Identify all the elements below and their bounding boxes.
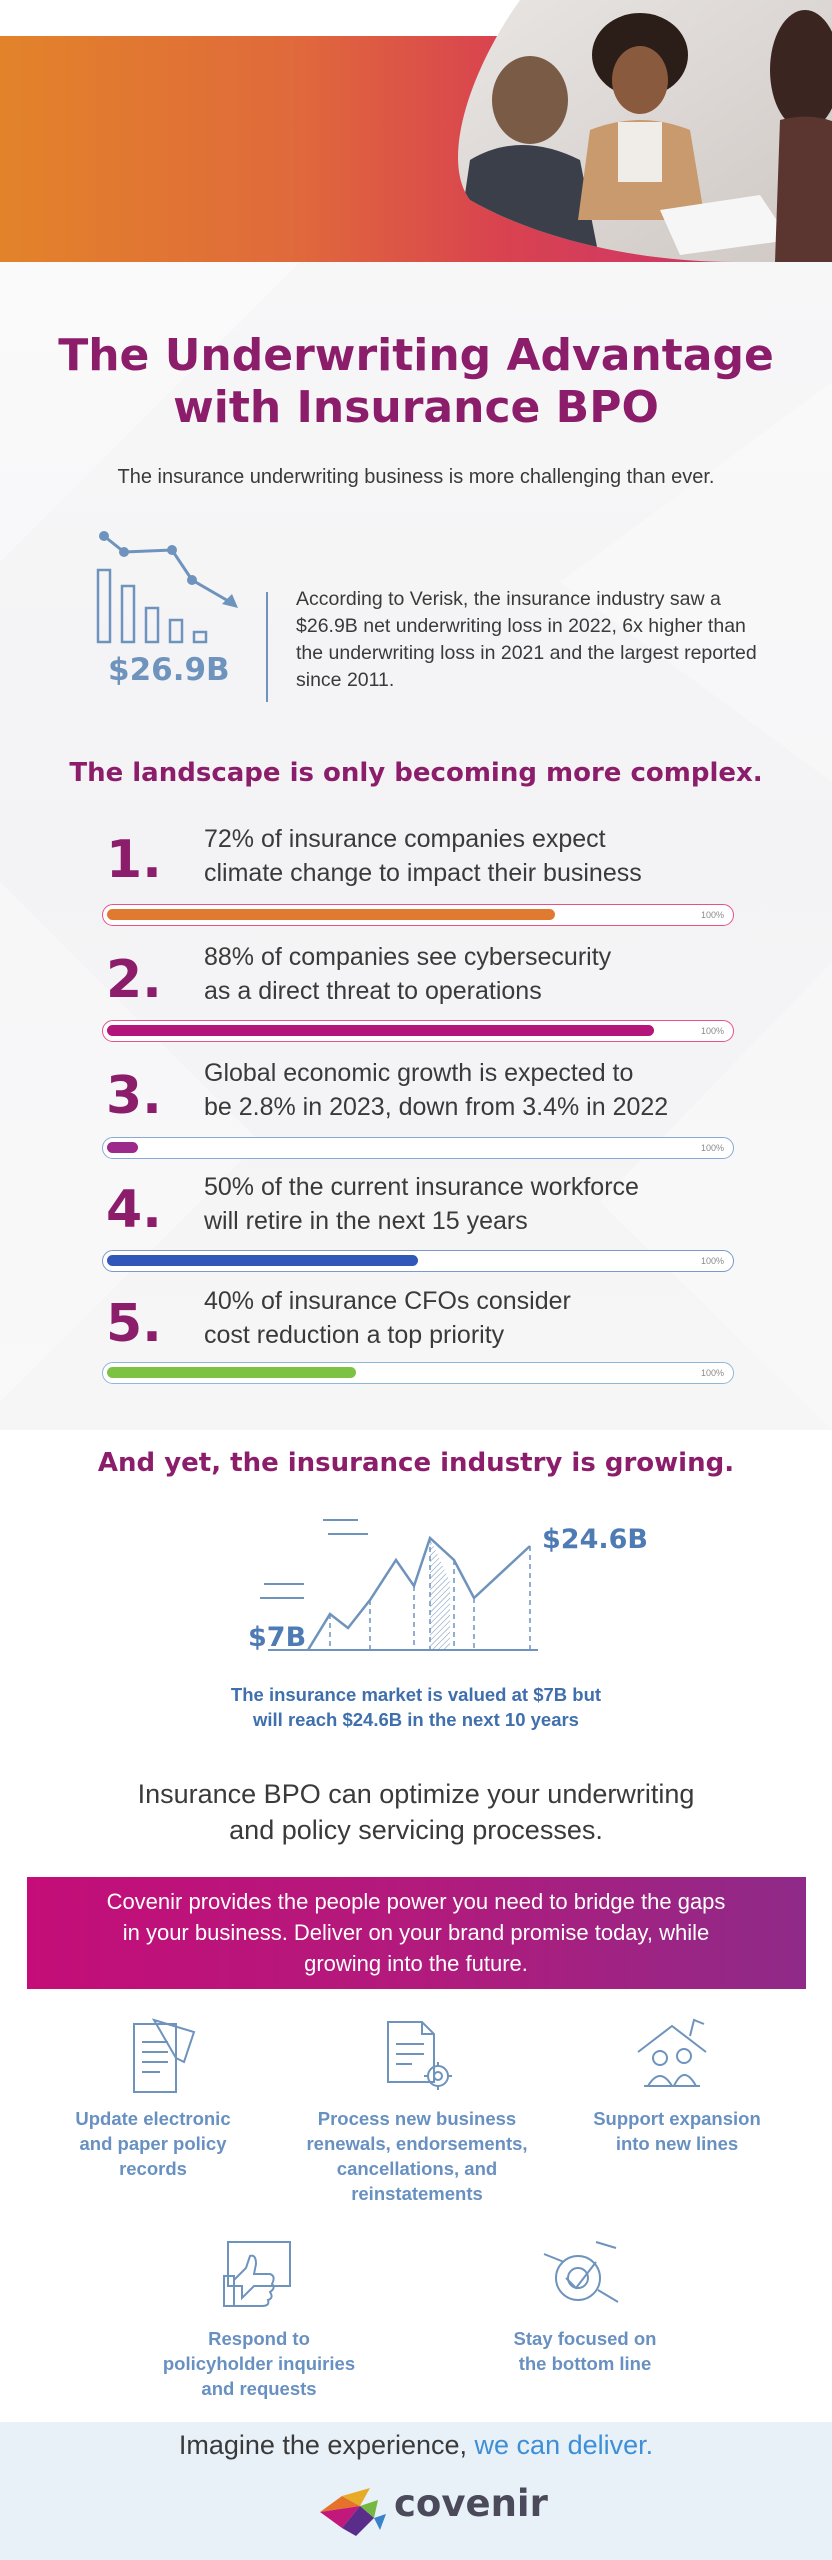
progress-bar-5: 100% [102, 1362, 734, 1384]
progress-bar-3: 100% [102, 1137, 734, 1159]
stat-line: be 2.8% in 2023, down from 3.4% in 2022 [204, 1093, 669, 1121]
stat-line: as a direct threat to operations [204, 977, 542, 1005]
tagline-start: Imagine the experience, [178, 2430, 475, 2460]
service-label-2: Process new business renewals, endorseme… [292, 2106, 542, 2206]
growth-caption: The insurance market is valued at $7B bu… [0, 1682, 832, 1732]
progress-bar-fill [107, 1142, 138, 1153]
covenir-banner [27, 1877, 806, 1989]
banner-line: Covenir provides the people power you ne… [106, 1889, 726, 1914]
thumbs-up-chat-icon [223, 2241, 291, 2307]
service-line: renewals, endorsements, [306, 2133, 528, 2154]
service-line: Respond to [208, 2328, 310, 2349]
progress-max-label: 100% [700, 1143, 724, 1153]
service-line: and paper policy [79, 2133, 227, 2154]
service-line: records [119, 2158, 187, 2179]
stat-number: 3. [106, 1066, 162, 1126]
loss-description: According to Verisk, the insurance indus… [296, 588, 757, 691]
house-people-icon [637, 2018, 707, 2087]
stat-line: 40% of insurance CFOs consider [204, 1287, 571, 1315]
tagline-accent: we can deliver. [474, 2430, 654, 2460]
stat-2: 2. [106, 950, 162, 1010]
stat-2-text: 88% of companies see cybersecurity as a … [204, 940, 764, 1008]
document-gear-icon [387, 2021, 452, 2090]
stat-line: 72% of insurance companies expect [204, 825, 606, 853]
stat-1-text: 72% of insurance companies expect climat… [204, 822, 764, 890]
service-line: Process new business [317, 2108, 517, 2129]
service-label-1: Update electronic and paper policy recor… [40, 2106, 266, 2181]
logo-text: covenir [394, 2482, 548, 2525]
challenges-section [0, 262, 832, 1430]
service-line: reinstatements [351, 2183, 483, 2204]
bpo-statement: Insurance BPO can optimize your underwri… [0, 1776, 832, 1848]
caption-line: The insurance market is valued at $7B bu… [230, 1684, 602, 1705]
progress-bar-fill [107, 1367, 356, 1378]
stat-number: 4. [106, 1180, 162, 1240]
service-label-5: Stay focused on the bottom line [470, 2326, 700, 2376]
caption-line: will reach $24.6B in the next 10 years [253, 1709, 579, 1730]
stat-number: 5. [106, 1294, 162, 1354]
stat-line: 50% of the current insurance workforce [204, 1173, 639, 1201]
stat-4-text: 50% of the current insurance workforce w… [204, 1170, 764, 1238]
stat-line: climate change to impact their business [204, 859, 642, 887]
progress-max-label: 100% [700, 1256, 724, 1266]
target-check-icon [543, 2241, 619, 2303]
service-line: policyholder inquiries [162, 2353, 356, 2374]
progress-bar-fill [107, 1025, 654, 1036]
declining-chart-icon [96, 531, 238, 644]
tagline: Imagine the experience, we can deliver. [0, 2430, 832, 2461]
growing-heading: And yet, the insurance industry is growi… [97, 1448, 735, 1478]
page-subtitle: The insurance underwriting business is m… [117, 466, 715, 488]
banner-line: growing into the future. [304, 1951, 528, 1976]
stat-number: 1. [106, 830, 162, 890]
divider [266, 592, 268, 702]
stat-line: Global economic growth is expected to [204, 1059, 634, 1087]
title-line-2: with Insurance BPO [173, 382, 659, 433]
stat-line: 88% of companies see cybersecurity [204, 943, 612, 971]
stat-5-text: 40% of insurance CFOs consider cost redu… [204, 1284, 764, 1352]
stat-3-text: Global economic growth is expected to be… [204, 1056, 764, 1124]
stat-1: 1. [106, 830, 162, 890]
service-line: Update electronic [75, 2108, 231, 2129]
stat-4: 4. [106, 1180, 162, 1240]
hero-photo [458, 0, 832, 262]
footer [0, 2422, 832, 2560]
bpo-line: Insurance BPO can optimize your underwri… [137, 1779, 695, 1809]
progress-max-label: 100% [700, 1368, 724, 1378]
service-line: into new lines [615, 2133, 739, 2154]
bpo-line: and policy servicing processes. [229, 1815, 603, 1845]
growth-end-label: $24.6B [542, 1524, 648, 1555]
stat-line: will retire in the next 15 years [204, 1207, 528, 1235]
page-title: The Underwriting Advantage with Insuranc… [0, 330, 832, 434]
hero-banner [0, 0, 832, 262]
document-icon [133, 2018, 196, 2093]
progress-bar-fill [107, 909, 555, 920]
service-label-3: Support expansion into new lines [562, 2106, 792, 2156]
progress-max-label: 100% [700, 910, 724, 920]
progress-max-label: 100% [700, 1026, 724, 1036]
stat-3: 3. [106, 1066, 162, 1126]
loss-value: $26.9B [108, 652, 230, 688]
service-line: cancellations, and [336, 2158, 498, 2179]
stat-line: cost reduction a top priority [204, 1321, 505, 1349]
covenir-logo-icon [320, 2488, 386, 2536]
progress-bar-2: 100% [102, 1020, 734, 1042]
service-line: Stay focused on [513, 2328, 657, 2349]
service-label-4: Respond to policyholder inquiries and re… [142, 2326, 376, 2401]
progress-bar-1: 100% [102, 904, 734, 926]
stat-5: 5. [106, 1294, 162, 1354]
service-line: and requests [201, 2378, 317, 2399]
growth-chart-icon [260, 1519, 538, 1651]
title-line-1: The Underwriting Advantage [58, 330, 774, 381]
service-line: the bottom line [518, 2353, 652, 2374]
covenir-banner-text: Covenir provides the people power you ne… [40, 1886, 792, 1979]
progress-bar-fill [107, 1255, 418, 1266]
progress-bar-4: 100% [102, 1250, 734, 1272]
landscape-heading: The landscape is only becoming more comp… [69, 758, 763, 788]
service-line: Support expansion [593, 2108, 761, 2129]
stat-number: 2. [106, 950, 162, 1010]
growth-start-label: $7B [248, 1622, 307, 1653]
banner-line: in your business. Deliver on your brand … [122, 1920, 710, 1945]
